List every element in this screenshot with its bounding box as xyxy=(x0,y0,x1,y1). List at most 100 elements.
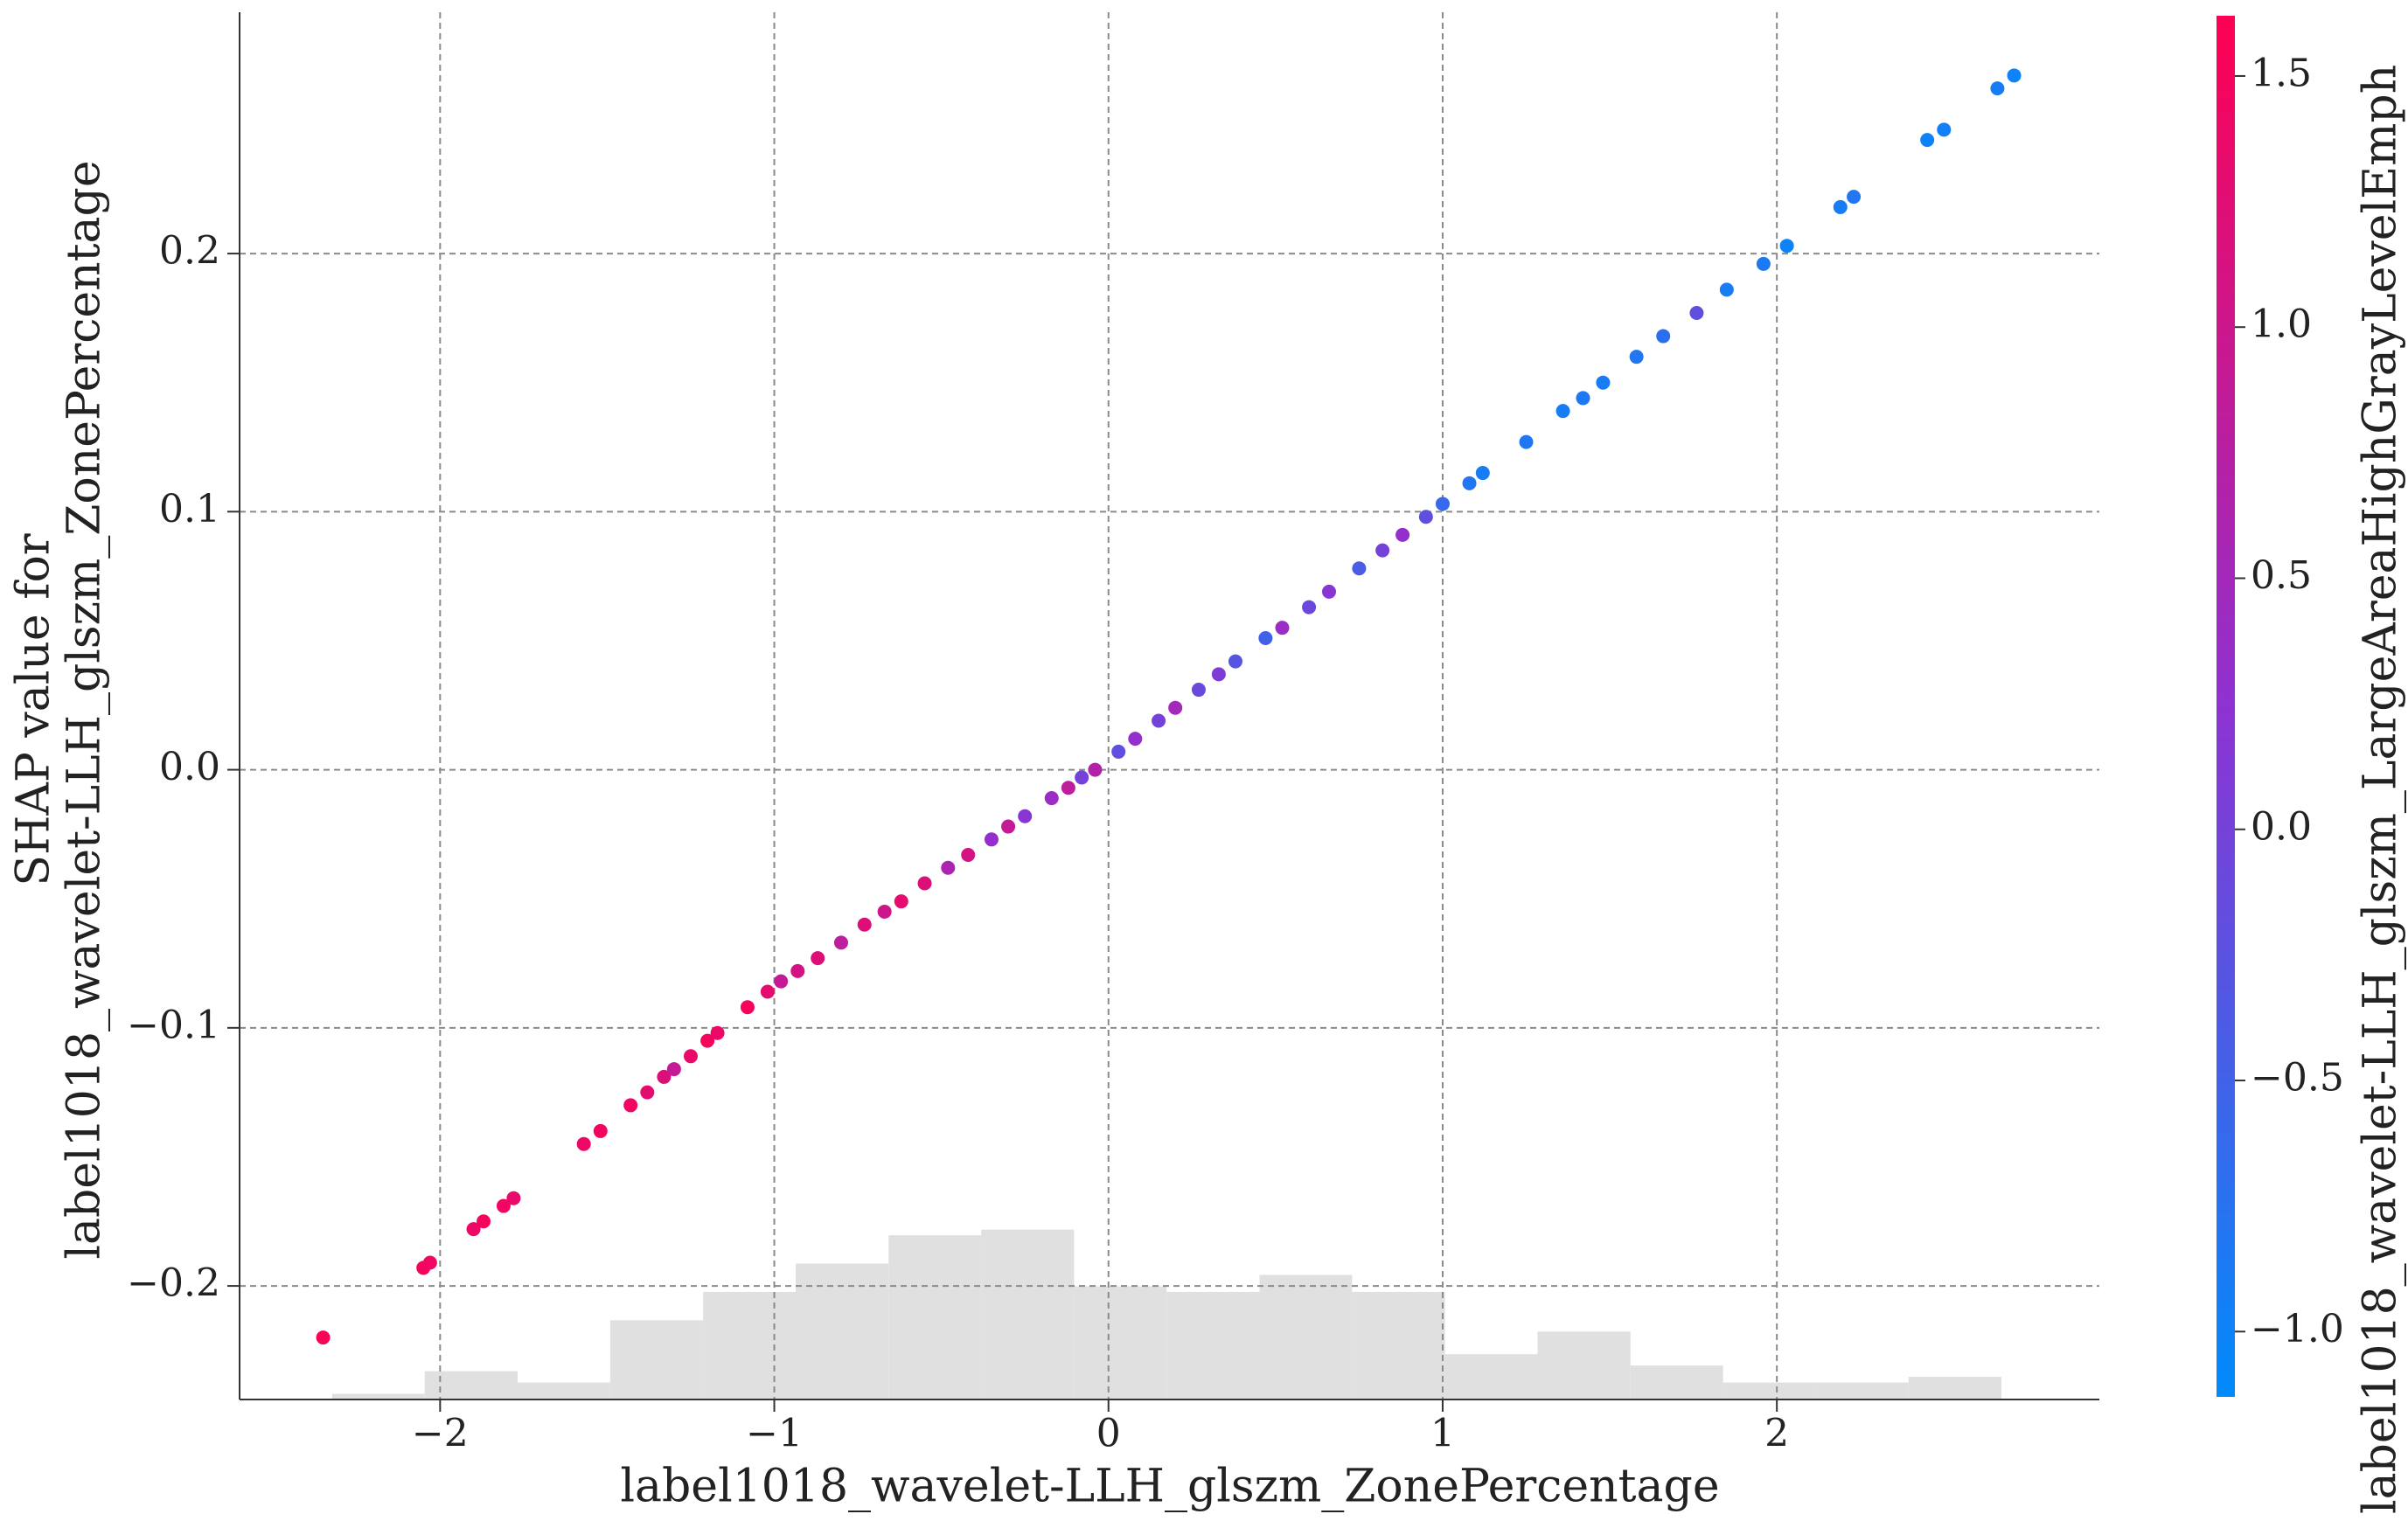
point xyxy=(1001,819,1016,834)
point xyxy=(710,1025,725,1040)
point xyxy=(1018,809,1033,823)
point xyxy=(477,1214,491,1229)
point xyxy=(1719,282,1734,297)
point xyxy=(941,860,956,875)
point xyxy=(740,1000,755,1015)
point xyxy=(1435,497,1450,511)
histogram-bar xyxy=(1908,1377,2002,1399)
y-axis-label: SHAP value for xyxy=(8,533,60,886)
point xyxy=(1352,561,1367,576)
histogram-bar xyxy=(517,1382,610,1399)
y-tick-label: 0.0 xyxy=(159,745,220,789)
point xyxy=(774,974,789,989)
point xyxy=(466,1222,481,1237)
y-tick-label: 0.1 xyxy=(159,487,220,531)
x-tick-label: 2 xyxy=(1764,1412,1789,1456)
point xyxy=(422,1255,437,1270)
point xyxy=(316,1330,331,1345)
histogram-bar xyxy=(1074,1286,1167,1399)
point xyxy=(1555,404,1570,419)
y-tick-label: −0.1 xyxy=(127,1003,220,1047)
point xyxy=(657,1069,672,1084)
colorbar xyxy=(2217,16,2235,1397)
y-axis-label: label1018_wavelet-LLH_glszm_ZonePercenta… xyxy=(59,160,111,1259)
y-tick-label: −0.2 xyxy=(127,1261,220,1306)
point xyxy=(496,1198,511,1213)
histogram-bar xyxy=(331,1393,425,1399)
point xyxy=(2007,68,2022,83)
point xyxy=(1061,781,1075,795)
x-axis-label: label1018_wavelet-LLH_glszm_ZonePercenta… xyxy=(620,1461,1719,1513)
colorbar-tick-label: −0.5 xyxy=(2251,1056,2344,1101)
point xyxy=(1629,350,1644,365)
point xyxy=(1596,375,1611,390)
point xyxy=(877,904,892,919)
x-tick-label: −1 xyxy=(746,1412,803,1456)
colorbar-tick-label: 0.5 xyxy=(2251,553,2312,598)
point xyxy=(1937,122,1952,137)
point xyxy=(593,1123,608,1138)
point xyxy=(760,984,775,999)
histogram-bar xyxy=(1815,1382,1909,1399)
x-tick-label: 0 xyxy=(1096,1412,1121,1456)
point xyxy=(1111,744,1126,759)
histogram-bar xyxy=(795,1263,889,1399)
point xyxy=(1833,199,1848,214)
histogram-bar xyxy=(888,1235,982,1399)
point xyxy=(640,1085,655,1100)
colorbar-tick-label: 1.5 xyxy=(2251,51,2312,95)
point xyxy=(1152,713,1166,728)
point xyxy=(894,894,908,909)
point xyxy=(811,951,825,966)
point xyxy=(1228,654,1242,669)
point xyxy=(1075,770,1089,785)
histogram-bar xyxy=(1630,1365,1723,1399)
point xyxy=(1322,584,1337,599)
point xyxy=(1418,510,1433,524)
colorbar-tick-label: 1.0 xyxy=(2251,302,2312,347)
point xyxy=(1395,527,1410,542)
point xyxy=(790,963,805,978)
point xyxy=(623,1098,638,1113)
histogram-bar xyxy=(1259,1274,1353,1399)
point xyxy=(961,848,976,863)
histogram-bar xyxy=(981,1229,1075,1399)
point xyxy=(683,1049,698,1064)
histogram-bar xyxy=(1352,1291,1445,1399)
point xyxy=(1576,391,1590,406)
point xyxy=(1302,600,1317,615)
histogram-bar xyxy=(1166,1291,1260,1399)
point xyxy=(1191,683,1206,698)
point xyxy=(1462,476,1477,490)
histogram-bar xyxy=(1537,1331,1631,1399)
point xyxy=(1168,700,1183,715)
point xyxy=(1656,329,1671,344)
point xyxy=(1779,239,1794,254)
point xyxy=(576,1136,591,1151)
x-tick-label: −2 xyxy=(412,1412,469,1456)
point xyxy=(1375,543,1390,558)
point xyxy=(833,935,848,950)
point xyxy=(1990,81,2005,96)
point xyxy=(917,876,932,891)
point xyxy=(1044,791,1059,806)
point xyxy=(1689,305,1704,320)
point xyxy=(1258,630,1273,645)
point xyxy=(1128,732,1143,747)
point xyxy=(857,917,872,932)
point xyxy=(1211,667,1226,682)
histogram-bar xyxy=(424,1371,518,1399)
point xyxy=(1475,466,1490,481)
histogram-bar xyxy=(609,1320,704,1399)
y-tick-label: 0.2 xyxy=(159,229,220,274)
x-tick-label: 1 xyxy=(1430,1412,1455,1456)
point xyxy=(700,1033,715,1048)
histogram-bar xyxy=(1444,1354,1538,1399)
point xyxy=(984,832,999,847)
colorbar-tick-label: 0.0 xyxy=(2251,804,2312,849)
colorbar-label: label1018_wavelet-LLH_glszm_LargeAreaHig… xyxy=(2355,65,2407,1514)
point xyxy=(506,1191,521,1205)
histogram-bar xyxy=(703,1291,796,1399)
